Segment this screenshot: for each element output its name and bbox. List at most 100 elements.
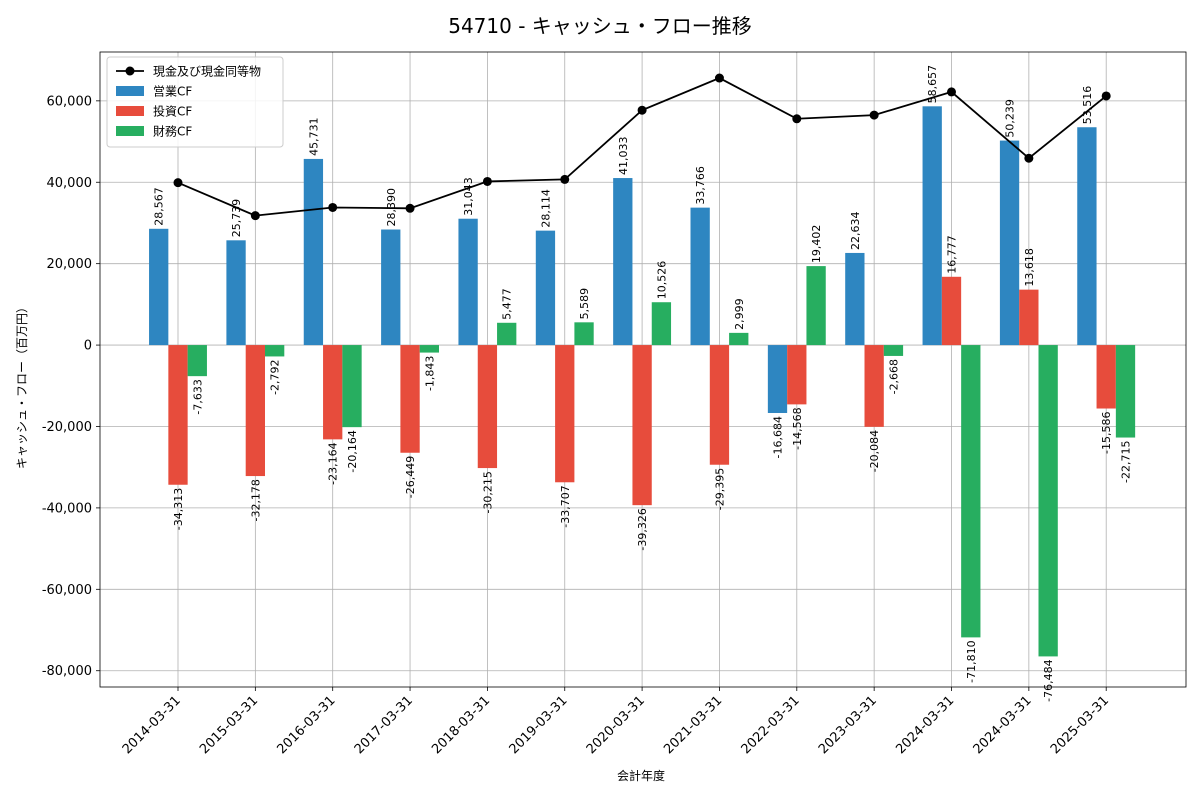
bar-value-label: -34,313 bbox=[172, 488, 185, 530]
legend-marker bbox=[125, 66, 135, 76]
x-tick-label: 2014-03-31 bbox=[120, 693, 184, 757]
bars bbox=[149, 106, 1136, 657]
bar bbox=[845, 252, 865, 346]
bar-value-label: -71,810 bbox=[965, 640, 978, 682]
bar bbox=[419, 345, 439, 353]
legend-box bbox=[106, 56, 284, 148]
cash-point bbox=[173, 178, 183, 188]
bar-value-label: 41,033 bbox=[617, 137, 630, 176]
cash-point bbox=[482, 176, 492, 186]
x-tick-label: 2021-03-31 bbox=[661, 693, 725, 757]
legend-label: 投資CF bbox=[153, 104, 192, 119]
bar bbox=[961, 345, 981, 638]
bar-value-label: -2,668 bbox=[887, 359, 900, 394]
bar-value-label: 2,999 bbox=[733, 298, 746, 330]
bar bbox=[632, 345, 652, 506]
bar-value-label: 19,402 bbox=[810, 225, 823, 264]
bar-value-label: 33,766 bbox=[694, 166, 707, 205]
cash-point bbox=[947, 87, 956, 97]
bar bbox=[265, 345, 285, 357]
bar bbox=[497, 322, 517, 346]
bar bbox=[1115, 345, 1136, 438]
bar-value-label: 16,777 bbox=[946, 235, 959, 274]
legend-swatch bbox=[116, 106, 144, 116]
y-tick-label: -40,000 bbox=[42, 501, 92, 516]
x-tick-label: 2024-03-31 bbox=[971, 693, 1035, 757]
legend-swatch bbox=[116, 86, 144, 96]
bar-value-label: 31,043 bbox=[462, 177, 475, 216]
bar-value-label: 25,739 bbox=[230, 199, 243, 238]
bar-value-label: 28,567 bbox=[153, 187, 166, 226]
bar bbox=[883, 345, 904, 356]
cash-point bbox=[714, 73, 724, 83]
bar bbox=[729, 332, 749, 346]
bar-value-label: -1,843 bbox=[423, 356, 436, 391]
bar bbox=[613, 178, 633, 346]
bar-value-label: -33,707 bbox=[559, 485, 572, 527]
bar bbox=[342, 345, 362, 428]
bar bbox=[864, 345, 884, 427]
cash-point bbox=[1101, 91, 1111, 101]
y-tick-label: -80,000 bbox=[42, 664, 92, 679]
bar-value-label: -32,178 bbox=[249, 479, 262, 521]
bar-value-label: 53,516 bbox=[1081, 86, 1094, 125]
bar bbox=[806, 266, 826, 346]
bar-value-label: 22,634 bbox=[849, 211, 862, 250]
bar bbox=[1096, 345, 1116, 409]
y-tick-label: 40,000 bbox=[47, 176, 93, 191]
data-labels: 28,567 25,739 45,731 28,390 31,043 28,114 41,0… bbox=[153, 65, 1133, 702]
bar-value-label: 5,589 bbox=[578, 288, 591, 320]
bar-value-label: -39,326 bbox=[636, 508, 649, 550]
bar-value-label: 10,526 bbox=[655, 261, 668, 300]
bar bbox=[574, 322, 594, 346]
bar bbox=[458, 218, 478, 346]
bar bbox=[323, 345, 343, 440]
bar-value-label: 28,390 bbox=[385, 188, 398, 227]
bar bbox=[709, 345, 730, 465]
x-tick-label: 2020-03-31 bbox=[584, 693, 648, 757]
y-tick-label: 60,000 bbox=[47, 94, 93, 109]
bar bbox=[651, 302, 672, 346]
bar bbox=[767, 345, 788, 413]
cash-point bbox=[405, 203, 415, 213]
bar bbox=[226, 240, 246, 346]
bar bbox=[999, 140, 1020, 346]
bar bbox=[245, 345, 265, 477]
bar bbox=[535, 230, 556, 346]
bar bbox=[381, 229, 401, 346]
bar bbox=[303, 158, 324, 346]
bar bbox=[477, 345, 498, 469]
bar-value-label: 28,114 bbox=[539, 189, 552, 228]
bar-value-label: 58,657 bbox=[926, 65, 939, 104]
bar bbox=[1038, 345, 1058, 657]
bar bbox=[941, 276, 962, 346]
bar-value-label: 50,239 bbox=[1004, 99, 1017, 138]
bar-value-label: -20,084 bbox=[868, 430, 881, 472]
bar bbox=[400, 345, 420, 453]
cash-point bbox=[637, 105, 647, 115]
x-tick-label: 2025-03-31 bbox=[1048, 693, 1112, 757]
bar-value-label: -30,215 bbox=[481, 471, 494, 513]
bar-value-label: -2,792 bbox=[269, 359, 282, 394]
plot-frame bbox=[99, 51, 1187, 688]
y-tick-label: -60,000 bbox=[42, 583, 92, 598]
x-tick-label: 2023-03-31 bbox=[816, 693, 880, 757]
cash-point bbox=[1024, 153, 1034, 163]
x-axis-title: 会計年度 bbox=[617, 768, 665, 783]
bar bbox=[555, 345, 575, 483]
bar-value-label: -26,449 bbox=[404, 456, 417, 498]
bar bbox=[187, 345, 207, 377]
x-tick-label: 2024-03-31 bbox=[893, 693, 957, 757]
bar bbox=[1077, 127, 1097, 346]
x-tick-label: 2017-03-31 bbox=[352, 693, 416, 757]
bar-value-label: -16,684 bbox=[772, 416, 785, 458]
bar-value-label: -7,633 bbox=[191, 379, 204, 414]
x-tick-label: 2015-03-31 bbox=[197, 693, 261, 757]
chart-title: 54710 - キャッシュ・フロー推移 bbox=[448, 14, 752, 38]
cash-point bbox=[328, 202, 338, 212]
bar bbox=[168, 345, 188, 485]
bar bbox=[690, 207, 710, 346]
bar-value-label: -29,395 bbox=[713, 468, 726, 510]
